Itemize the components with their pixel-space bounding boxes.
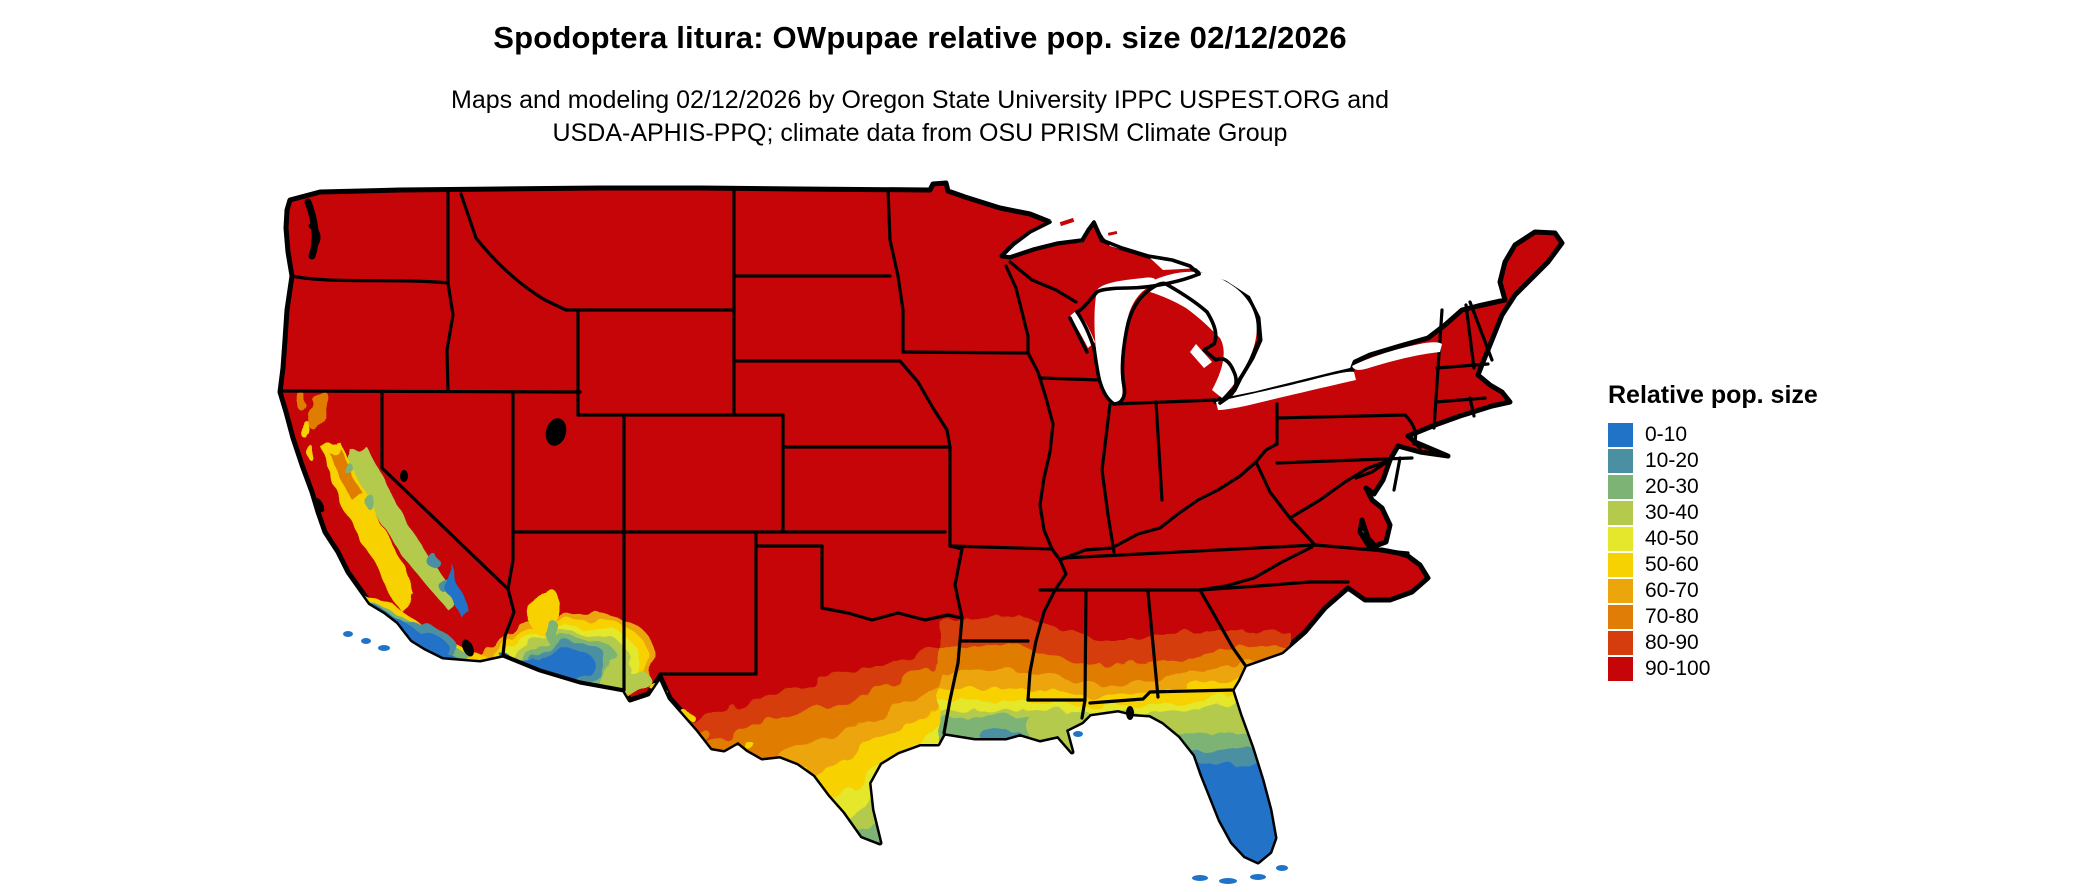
band-ca-coast-yellow bbox=[306, 445, 314, 459]
band-ca-owens-blue bbox=[448, 560, 470, 616]
legend-label: 40-50 bbox=[1645, 527, 1699, 550]
lake-erie bbox=[1216, 371, 1356, 410]
band-ca-norcal-yellow bbox=[299, 419, 309, 437]
legend-label: 60-70 bbox=[1645, 579, 1699, 602]
legend-row: 80-90 bbox=[1608, 630, 1818, 656]
legend-swatch bbox=[1608, 449, 1633, 473]
sf-bay bbox=[313, 497, 325, 513]
small-water-features bbox=[304, 198, 1134, 720]
band-ca-teal-1 bbox=[427, 553, 437, 567]
great-salt-lake bbox=[545, 418, 567, 446]
superior-shore bbox=[1000, 220, 1201, 276]
band-az-green-spot bbox=[544, 620, 560, 644]
legend-label: 30-40 bbox=[1645, 501, 1699, 524]
legend-row: 90-100 bbox=[1608, 656, 1818, 682]
legend-label: 90-100 bbox=[1645, 657, 1711, 680]
legend-swatch bbox=[1608, 657, 1633, 681]
legend-row: 60-70 bbox=[1608, 578, 1818, 604]
band-ca-green-1 bbox=[346, 464, 354, 476]
legend-label: 70-80 bbox=[1645, 605, 1699, 628]
page-title: Spodoptera litura: OWpupae relative pop.… bbox=[493, 20, 1347, 55]
florida-key-1 bbox=[1192, 875, 1208, 881]
channel-island-1 bbox=[343, 631, 353, 637]
saginaw-bay bbox=[1190, 344, 1212, 368]
legend-row: 0-10 bbox=[1608, 422, 1818, 448]
wisconsin-lake-shore bbox=[1092, 346, 1116, 406]
band-ca-valley-orange bbox=[328, 448, 362, 500]
legend-swatch bbox=[1608, 475, 1633, 499]
band-ca-norcal-orange bbox=[306, 390, 330, 430]
green-bay-shore bbox=[1068, 310, 1096, 354]
michigan-mitten-shore bbox=[1112, 281, 1238, 406]
lake-shorelines bbox=[1000, 220, 1238, 406]
legend-swatch bbox=[1608, 527, 1633, 551]
legend-label: 80-90 bbox=[1645, 631, 1699, 654]
islands bbox=[343, 631, 1288, 884]
channel-island-3 bbox=[378, 645, 390, 651]
legend-row: 50-60 bbox=[1608, 552, 1818, 578]
band-la-delta-10-20 bbox=[982, 730, 1026, 746]
state-borders bbox=[279, 187, 1494, 735]
legend-row: 10-20 bbox=[1608, 448, 1818, 474]
legend-row: 30-40 bbox=[1608, 500, 1818, 526]
legend-label: 50-60 bbox=[1645, 553, 1699, 576]
legend-swatch bbox=[1608, 631, 1633, 655]
puget-branch bbox=[308, 223, 321, 247]
legend-swatch bbox=[1608, 423, 1633, 447]
lake-superior bbox=[1002, 204, 1306, 270]
legend-row: 40-50 bbox=[1608, 526, 1818, 552]
salton-sea bbox=[462, 639, 474, 657]
band-ca-coast-orange bbox=[295, 391, 305, 409]
florida-key-3 bbox=[1250, 874, 1266, 880]
subtitle-line-2: USDA-APHIS-PPQ; climate data from OSU PR… bbox=[552, 119, 1288, 147]
us-landmass bbox=[277, 180, 1565, 865]
band-la-teal-spot bbox=[952, 742, 978, 754]
legend-label: 10-20 bbox=[1645, 449, 1699, 472]
lake-michigan bbox=[1094, 277, 1156, 404]
band-wtx-yellow-3 bbox=[743, 740, 753, 748]
superior-island bbox=[1107, 230, 1118, 236]
florida-key-2 bbox=[1219, 878, 1237, 884]
isle-royale bbox=[1059, 217, 1075, 227]
legend-label: 0-10 bbox=[1645, 423, 1688, 446]
legend-swatch bbox=[1608, 579, 1633, 603]
legend: Relative pop. size 0-10 10-20 20-30 30-40 40… bbox=[1608, 381, 1818, 682]
lake-tahoe bbox=[400, 470, 408, 482]
la-delta-islet bbox=[1073, 731, 1083, 737]
subtitle-line-1: Maps and modeling 02/12/2026 by Oregon S… bbox=[451, 86, 1389, 114]
legend-rows: 0-10 10-20 20-30 30-40 40-50 50-60 60-70 70-80 8… bbox=[1608, 422, 1818, 682]
legend-swatch bbox=[1608, 553, 1633, 577]
band-ca-sierra bbox=[346, 446, 460, 610]
mobile-bay bbox=[1126, 706, 1134, 720]
florida-key-4 bbox=[1276, 865, 1288, 871]
legend-title: Relative pop. size bbox=[1608, 381, 1818, 409]
figure-subtitle: Maps and modeling 02/12/2026 by Oregon S… bbox=[0, 84, 1840, 150]
legend-row: 70-80 bbox=[1608, 604, 1818, 630]
band-ca-green-2 bbox=[363, 493, 373, 507]
channel-island-2 bbox=[361, 638, 371, 644]
legend-label: 20-30 bbox=[1645, 475, 1699, 498]
legend-row: 20-30 bbox=[1608, 474, 1818, 500]
legend-swatch bbox=[1608, 501, 1633, 525]
legend-swatch bbox=[1608, 605, 1633, 629]
lake-ontario bbox=[1352, 342, 1442, 370]
